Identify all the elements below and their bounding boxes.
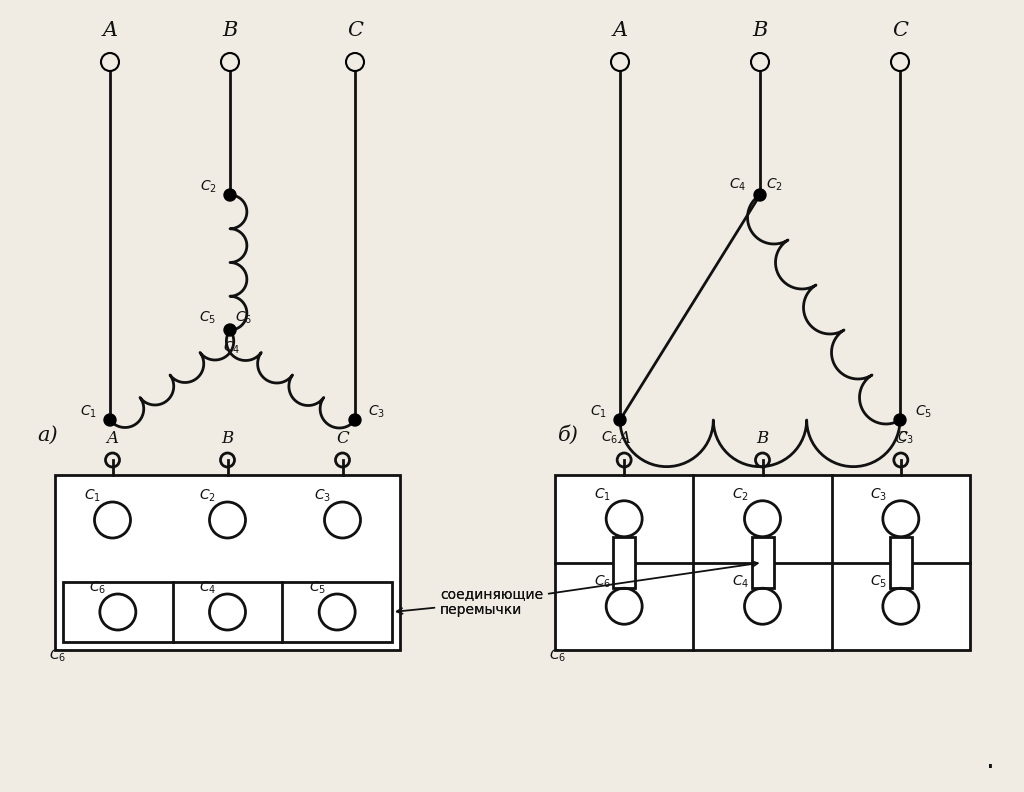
Text: $C_{6}$: $C_{6}$: [601, 430, 618, 446]
Bar: [890, 537, 911, 588]
Circle shape: [349, 414, 361, 426]
Text: B: B: [222, 21, 238, 40]
Circle shape: [614, 414, 626, 426]
Text: а): а): [38, 425, 58, 444]
Text: $C_{3}$: $C_{3}$: [369, 404, 385, 421]
Text: A: A: [106, 429, 119, 447]
Circle shape: [224, 324, 236, 336]
Text: б): б): [557, 425, 579, 445]
Text: $C_{4}$: $C_{4}$: [199, 580, 216, 596]
Text: $C_{6}$: $C_{6}$: [550, 648, 566, 664]
Text: $C_{5}$: $C_{5}$: [200, 310, 216, 326]
Text: $C_{4}$: $C_{4}$: [223, 340, 241, 356]
Bar: [55, 475, 400, 650]
Text: C: C: [347, 21, 362, 40]
Circle shape: [104, 414, 116, 426]
Text: $C_{5}$: $C_{5}$: [870, 574, 888, 591]
Bar: [555, 475, 970, 650]
Text: $C_{2}$: $C_{2}$: [732, 486, 749, 503]
Text: $C_{5}$: $C_{5}$: [915, 404, 933, 421]
Circle shape: [894, 414, 906, 426]
Text: C: C: [894, 429, 907, 447]
Text: $C_{2}$: $C_{2}$: [766, 177, 782, 193]
Text: соединяющие
перемычки: соединяющие перемычки: [396, 587, 543, 617]
Bar: [752, 537, 773, 588]
Text: B: B: [757, 429, 769, 447]
Text: A: A: [612, 21, 628, 40]
Text: .: .: [985, 746, 994, 774]
Text: $C_{2}$: $C_{2}$: [199, 488, 216, 505]
Text: $C_{1}$: $C_{1}$: [590, 404, 606, 421]
Text: $C_{1}$: $C_{1}$: [594, 486, 610, 503]
Text: $C_{6}$: $C_{6}$: [236, 310, 253, 326]
Text: A: A: [618, 429, 630, 447]
Text: C: C: [892, 21, 908, 40]
Text: $C_{4}$: $C_{4}$: [729, 177, 746, 193]
Text: $C_{1}$: $C_{1}$: [80, 404, 96, 421]
Text: $C_{1}$: $C_{1}$: [84, 488, 101, 505]
Text: соединяющие
перемычки: соединяющие перемычки: [440, 562, 758, 617]
Text: $C_{6}$: $C_{6}$: [594, 574, 610, 591]
Text: A: A: [102, 21, 118, 40]
Text: $C_{2}$: $C_{2}$: [200, 179, 216, 195]
Text: $C_{4}$: $C_{4}$: [732, 574, 750, 591]
Bar: [63, 582, 392, 642]
Bar: [613, 537, 635, 588]
Text: $C_{3}$: $C_{3}$: [897, 430, 914, 446]
Text: $C_{5}$: $C_{5}$: [308, 580, 326, 596]
Circle shape: [754, 189, 766, 201]
Text: $C_{3}$: $C_{3}$: [870, 486, 888, 503]
Text: C: C: [336, 429, 349, 447]
Circle shape: [224, 189, 236, 201]
Text: $C_{6}$: $C_{6}$: [89, 580, 106, 596]
Text: B: B: [753, 21, 768, 40]
Text: B: B: [221, 429, 233, 447]
Text: $C_{3}$: $C_{3}$: [314, 488, 331, 505]
Text: $C_{6}$: $C_{6}$: [49, 648, 67, 664]
